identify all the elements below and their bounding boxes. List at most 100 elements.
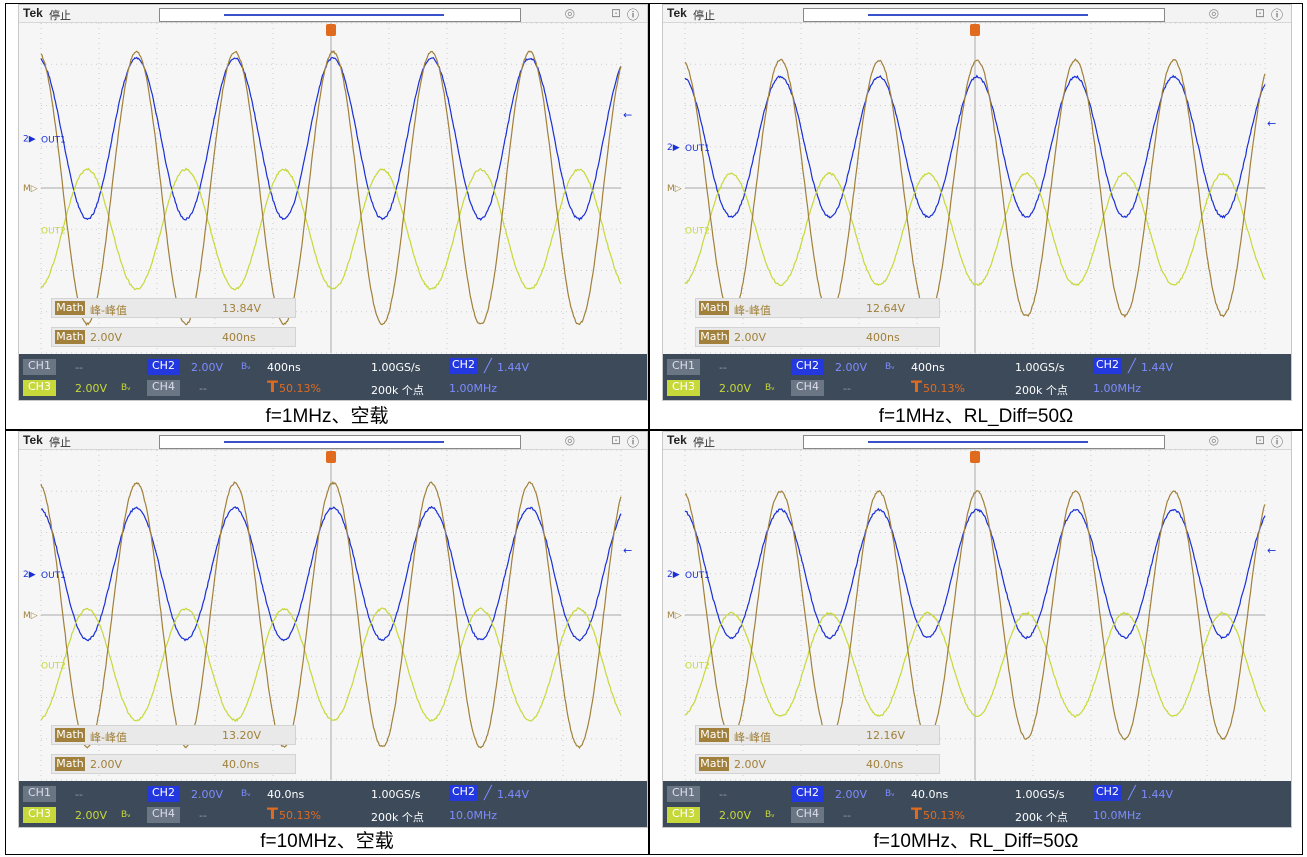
measurement-name: 峰-峰值 [90, 729, 127, 745]
math-scale-box: Math 2.00V 400ns [695, 327, 940, 347]
ch3-bandwidth-icon: Bᵥ [121, 810, 131, 820]
ch3-button[interactable]: CH3 [23, 380, 56, 396]
ch1-scale: -- [719, 361, 727, 374]
out1-label: OUT1 [685, 571, 710, 581]
trigger-marker[interactable] [970, 451, 980, 463]
ch2-scale: 2.00V [835, 788, 867, 801]
trigger-frequency: 10.0MHz [1093, 809, 1141, 822]
math-scale-box: Math 2.00V 40.0ns [51, 754, 296, 774]
math-measurement-box: Math 峰-峰值 12.64V [695, 298, 940, 318]
panel-caption: f=10MHz、RL_Diff=50Ω [650, 826, 1302, 853]
trigger-level: 1.44V [1141, 361, 1173, 374]
oscilloscope-screen: Tek 停止 ◎ ⊡ ⓘ 2▶ OUT1 M▷ OUT2 ← Math 峰-峰值 12.… [662, 431, 1292, 828]
trigger-level-arrow-icon: ← [623, 109, 632, 122]
measurement-name: 峰-峰值 [734, 302, 771, 318]
panel-caption: f=1MHz、空载 [6, 401, 648, 428]
trigger-frequency: 10.0MHz [449, 809, 497, 822]
oscilloscope-screen: Tek 停止 ◎ ⊡ ⓘ 2▶ OUT1 M▷ OUT2 ← Math 峰-峰值 13.… [18, 4, 648, 401]
ch3-button[interactable]: CH3 [667, 380, 700, 396]
oscilloscope-screen: Tek 停止 ◎ ⊡ ⓘ 2▶ OUT1 M▷ OUT2 ← Math 峰-峰值 12.… [662, 4, 1292, 401]
trigger-marker[interactable] [326, 24, 336, 36]
ch2-button[interactable]: CH2 [791, 786, 824, 802]
ch4-button[interactable]: CH4 [791, 380, 824, 396]
ch1-button[interactable]: CH1 [23, 786, 56, 802]
panel-caption: f=10MHz、空载 [6, 826, 648, 853]
status-bar: CH1 -- CH2 2.00V Bᵥ 400ns 1.00GS/s CH2 ╱… [663, 354, 1291, 400]
math-level-marker: M▷ [667, 184, 682, 194]
record-length: 200k 个点 [1015, 382, 1068, 398]
status-bar: CH1 -- CH2 2.00V Bᵥ 40.0ns 1.00GS/s CH2 … [19, 781, 647, 827]
math-tag: Math [55, 301, 85, 315]
panel-4: Tek 停止 ◎ ⊡ ⓘ 2▶ OUT1 M▷ OUT2 ← Math 峰-峰值 12.… [649, 430, 1303, 855]
trigger-position-icon: T [911, 804, 922, 823]
trigger-slope-icon: ╱ [484, 786, 492, 801]
timebase: 40.0ns [267, 788, 304, 801]
status-bar: CH1 -- CH2 2.00V Bᵥ 400ns 1.00GS/s CH2 ╱… [19, 354, 647, 400]
trigger-position-icon: T [267, 804, 278, 823]
trigger-position-icon: T [911, 377, 922, 396]
trigger-level: 1.44V [497, 788, 529, 801]
math-tag: Math [699, 728, 729, 742]
ch4-button[interactable]: CH4 [791, 807, 824, 823]
ch3-scale: 2.00V [719, 809, 751, 822]
ch2-button[interactable]: CH2 [791, 359, 824, 375]
out2-label: OUT2 [685, 662, 710, 672]
math-time-div: 40.0ns [866, 758, 903, 771]
math-time-div: 400ns [222, 331, 256, 344]
measurement-value: 13.84V [222, 302, 261, 315]
ch3-button[interactable]: CH3 [23, 807, 56, 823]
trigger-level-arrow-icon: ← [1267, 117, 1276, 130]
trigger-marker[interactable] [326, 451, 336, 463]
math-volts-div: 2.00V [734, 331, 766, 344]
math-time-div: 400ns [866, 331, 900, 344]
math-tag: Math [55, 330, 85, 344]
record-length: 200k 个点 [371, 382, 424, 398]
math-tag: Math [699, 757, 729, 771]
math-tag: Math [55, 728, 85, 742]
panel-3: Tek 停止 ◎ ⊡ ⓘ 2▶ OUT1 M▷ OUT2 ← Math 峰-峰值 13.… [5, 430, 649, 855]
ch1-button[interactable]: CH1 [667, 359, 700, 375]
math-volts-div: 2.00V [90, 758, 122, 771]
ch2-scale: 2.00V [835, 361, 867, 374]
ch4-button[interactable]: CH4 [147, 380, 180, 396]
math-tag: Math [55, 757, 85, 771]
math-volts-div: 2.00V [734, 758, 766, 771]
trigger-source[interactable]: CH2 [449, 358, 478, 374]
trigger-level: 1.44V [1141, 788, 1173, 801]
oscilloscope-screen: Tek 停止 ◎ ⊡ ⓘ 2▶ OUT1 M▷ OUT2 ← Math 峰-峰值 13.… [18, 431, 648, 828]
ch3-bandwidth-icon: Bᵥ [121, 383, 131, 393]
trigger-level-arrow-icon: ← [623, 544, 632, 557]
ch1-button[interactable]: CH1 [667, 786, 700, 802]
ch2-button[interactable]: CH2 [147, 786, 180, 802]
ch3-bandwidth-icon: Bᵥ [765, 383, 775, 393]
math-level-marker: M▷ [667, 611, 682, 621]
math-measurement-box: Math 峰-峰值 12.16V [695, 725, 940, 745]
math-tag: Math [699, 330, 729, 344]
out1-label: OUT1 [41, 571, 66, 581]
trigger-frequency: 1.00MHz [449, 382, 497, 395]
trigger-source[interactable]: CH2 [449, 785, 478, 801]
trigger-slope-icon: ╱ [1128, 359, 1136, 374]
trigger-level: 1.44V [497, 361, 529, 374]
trigger-position: 50.13% [279, 382, 321, 395]
out2-label: OUT2 [41, 662, 66, 672]
ch4-button[interactable]: CH4 [147, 807, 180, 823]
ch2-bandwidth-icon: Bᵥ [241, 789, 251, 799]
ch4-scale: -- [843, 809, 851, 822]
panel-1: Tek 停止 ◎ ⊡ ⓘ 2▶ OUT1 M▷ OUT2 ← Math 峰-峰值 13.… [5, 3, 649, 430]
math-tag: Math [699, 301, 729, 315]
sample-rate: 1.00GS/s [1015, 788, 1064, 801]
ch2-button[interactable]: CH2 [147, 359, 180, 375]
ch1-button[interactable]: CH1 [23, 359, 56, 375]
timebase: 400ns [267, 361, 301, 374]
ch3-button[interactable]: CH3 [667, 807, 700, 823]
trigger-level-arrow-icon: ← [1267, 544, 1276, 557]
trigger-source[interactable]: CH2 [1093, 358, 1122, 374]
ch2-scale: 2.00V [191, 788, 223, 801]
trigger-position: 50.13% [279, 809, 321, 822]
math-level-marker: M▷ [23, 184, 38, 194]
ch2-level-marker: 2▶ [667, 143, 680, 153]
trigger-marker[interactable] [970, 24, 980, 36]
ch3-scale: 2.00V [75, 809, 107, 822]
trigger-source[interactable]: CH2 [1093, 785, 1122, 801]
